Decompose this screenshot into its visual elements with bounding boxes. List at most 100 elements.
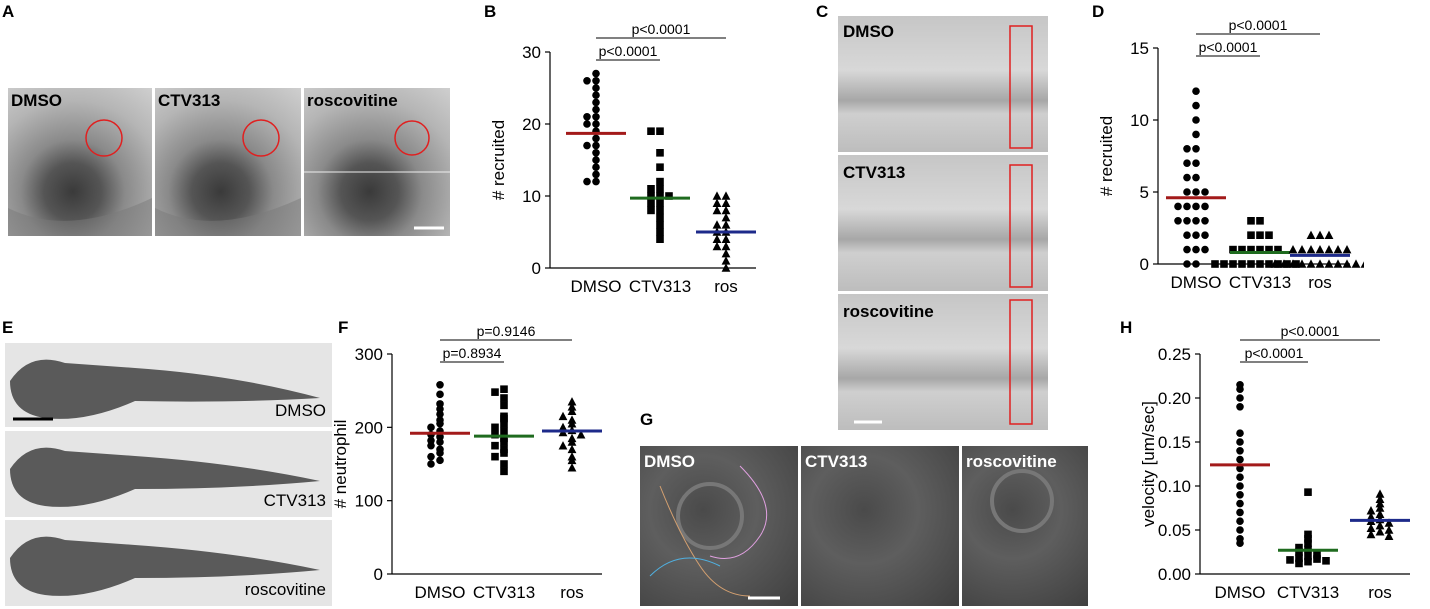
- y-tick-label: 0: [532, 259, 541, 278]
- data-point: [1315, 230, 1325, 239]
- data-point: [1183, 231, 1191, 239]
- p-value-label: p<0.0001: [599, 43, 658, 59]
- series-dmso: [583, 69, 600, 186]
- data-point: [1192, 173, 1200, 182]
- data-point: [1183, 159, 1191, 167]
- data-point: [1313, 550, 1321, 559]
- data-point: [500, 414, 508, 423]
- panel-letter-b: B: [484, 2, 497, 21]
- data-point: [1236, 455, 1244, 464]
- data-point: [1292, 260, 1300, 268]
- chart-panel-d: 0 5 10 15 # recruited DMSO CTV313 ros p<0.0001 p<…: [1097, 20, 1364, 292]
- data-point: [500, 460, 508, 468]
- y-tick-label: 20: [522, 115, 541, 134]
- data-point: [1256, 260, 1264, 268]
- panel-e-image-roscovitine: roscovitine: [5, 520, 332, 606]
- data-point: [721, 213, 731, 222]
- data-point: [592, 156, 600, 164]
- panel-e-label-ctv313: CTV313: [263, 491, 326, 510]
- data-point: [1192, 130, 1200, 139]
- panel-a-image-ctv313: CTV313: [155, 88, 301, 236]
- data-point: [436, 438, 444, 446]
- data-point: [1366, 512, 1376, 521]
- data-point: [1375, 527, 1385, 536]
- p-value-label: p=0.9146: [477, 323, 536, 339]
- data-point: [647, 127, 655, 135]
- data-point: [1256, 245, 1264, 254]
- panel-g-label-ctv313: CTV313: [805, 452, 868, 471]
- data-point: [721, 256, 731, 265]
- data-point: [567, 397, 577, 406]
- data-point: [1236, 403, 1244, 411]
- data-point: [1247, 260, 1255, 268]
- data-point: [592, 149, 600, 157]
- data-point: [1306, 259, 1316, 268]
- y-axis-label: # recruited: [489, 120, 508, 200]
- series-ros: [1270, 230, 1364, 268]
- data-point: [1342, 259, 1352, 268]
- data-point: [1201, 188, 1209, 196]
- y-tick-label: 0: [1140, 255, 1149, 274]
- data-point: [1236, 438, 1244, 446]
- x-tick-label: DMSO: [415, 583, 466, 602]
- data-point: [583, 141, 591, 150]
- panel-letter-e: E: [2, 318, 14, 337]
- data-point: [656, 228, 664, 236]
- y-tick-label: 10: [522, 187, 541, 206]
- data-point: [500, 427, 508, 435]
- data-point: [1183, 188, 1191, 196]
- series-ctv313: [1211, 217, 1300, 268]
- chart-panel-b: 0 10 20 30 # recruited DMSO CTV313 ros p<0.0001 p…: [489, 21, 756, 296]
- data-point: [592, 98, 600, 107]
- x-tick-label: CTV313: [1229, 273, 1291, 292]
- data-point: [500, 385, 508, 393]
- data-point: [1192, 245, 1200, 254]
- series-ctv313: [1286, 488, 1330, 568]
- data-point: [1384, 518, 1394, 527]
- data-point: [1265, 245, 1273, 254]
- data-point: [1297, 259, 1307, 268]
- data-point: [436, 456, 444, 465]
- panel-g-image-ctv313: CTV313: [801, 446, 959, 606]
- panel-a-label-dmso: DMSO: [11, 91, 62, 110]
- data-point: [1288, 245, 1298, 254]
- series-dmso: [427, 381, 444, 468]
- data-point: [567, 463, 577, 472]
- y-tick-label: 0.15: [1158, 433, 1191, 452]
- data-point: [1236, 517, 1244, 525]
- data-point: [1375, 494, 1385, 503]
- data-point: [427, 423, 435, 432]
- data-point: [721, 249, 731, 258]
- data-point: [567, 406, 577, 415]
- data-point: [436, 390, 444, 399]
- data-point: [656, 192, 664, 200]
- data-point: [1333, 245, 1343, 254]
- data-point: [491, 388, 499, 396]
- data-point: [567, 402, 577, 411]
- chart-panel-h: 0.00 0.05 0.10 0.15 0.20 0.25 velocity [um/sec…: [1139, 323, 1410, 602]
- data-point: [1322, 557, 1330, 565]
- panel-a-label-ctv313: CTV313: [158, 91, 221, 110]
- p-value-label: p=0.8934: [443, 345, 502, 361]
- data-point: [592, 177, 600, 186]
- data-point: [1183, 202, 1191, 211]
- data-point: [583, 120, 591, 128]
- data-point: [1274, 245, 1282, 254]
- y-axis-label: # neutrophil: [334, 420, 350, 509]
- data-point: [1288, 259, 1298, 268]
- panel-letter-h: H: [1120, 318, 1133, 337]
- data-point: [712, 191, 722, 200]
- data-point: [656, 149, 664, 157]
- data-point: [1238, 260, 1246, 268]
- data-point: [1236, 394, 1244, 402]
- data-point: [1201, 245, 1209, 254]
- data-point: [592, 91, 600, 99]
- data-point: [592, 163, 600, 171]
- data-point: [1283, 260, 1291, 268]
- panel-a-label-roscovitine: roscovitine: [307, 91, 398, 110]
- data-point: [1236, 539, 1244, 547]
- data-point: [712, 220, 722, 229]
- data-point: [1375, 503, 1385, 512]
- p-value-label: p<0.0001: [1245, 345, 1304, 361]
- series-ctv313: [491, 385, 508, 476]
